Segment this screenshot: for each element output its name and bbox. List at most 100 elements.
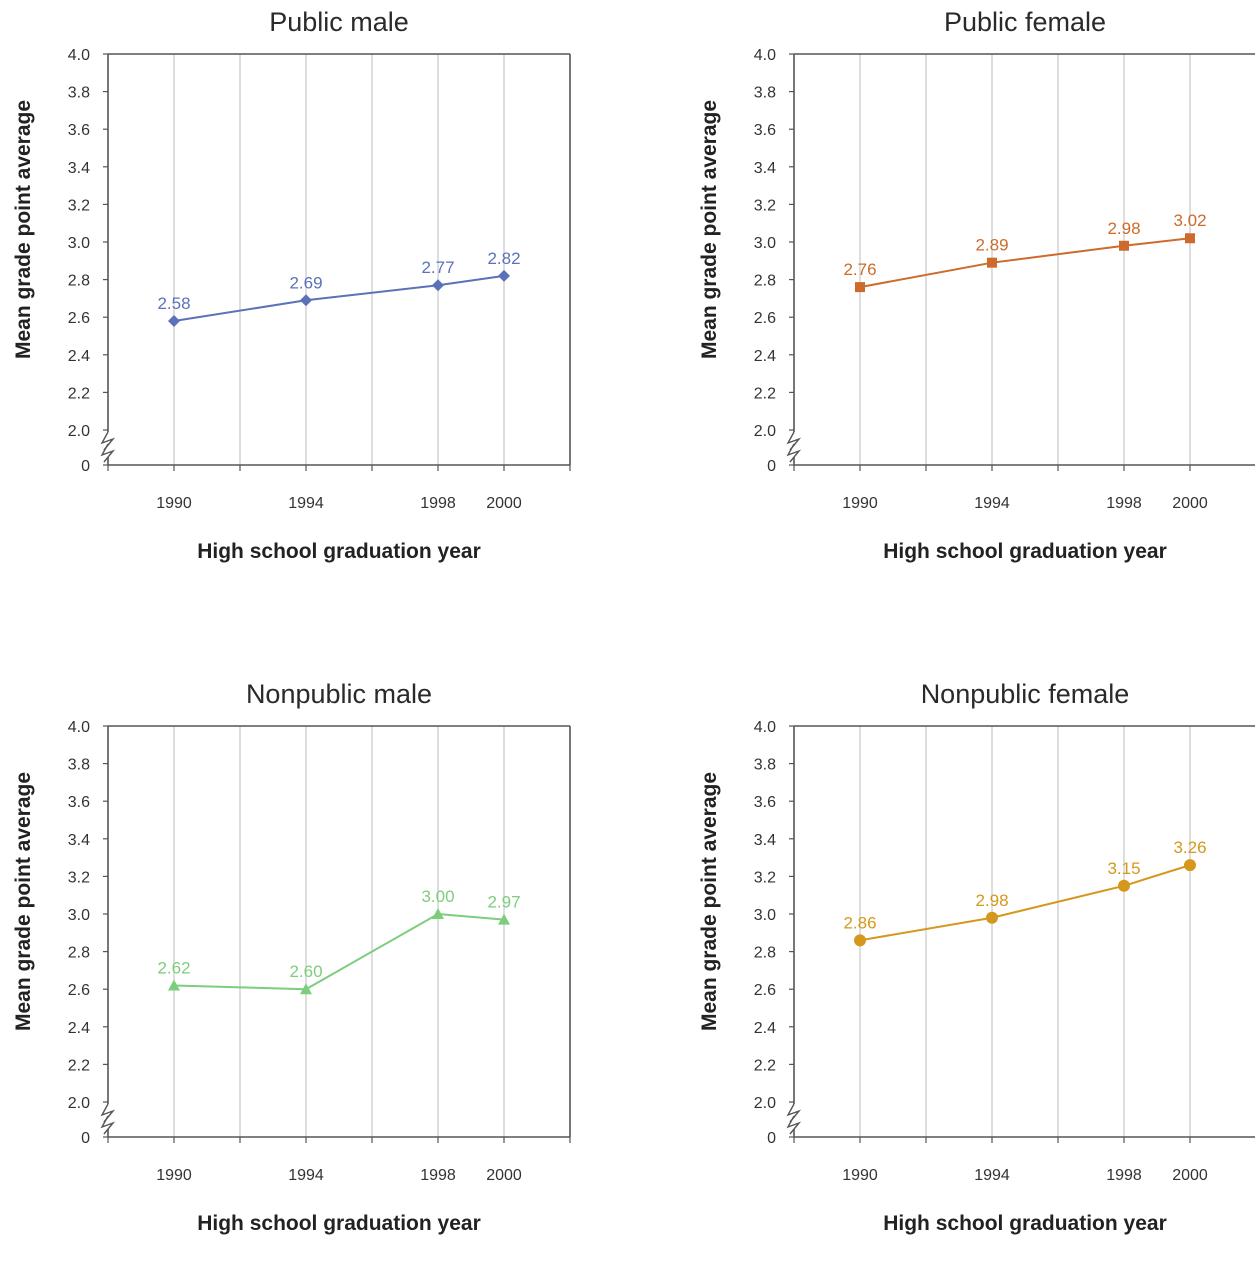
x-tick-label: 1990 [156,1167,192,1184]
x-tick-label: 1998 [420,495,456,512]
y-tick-label: 3.6 [68,794,90,811]
y-axis-title: Mean grade point average [698,772,721,1031]
chart-title: Public female [944,7,1106,37]
data-label: 2.97 [487,893,520,912]
data-label: 2.77 [421,258,454,277]
series-line [173,274,505,322]
data-point [1185,233,1195,244]
data-label: 2.89 [975,236,1008,255]
y-tick-label: 3.2 [68,197,90,214]
data-label: 2.82 [487,249,520,268]
data-label: 3.02 [1173,211,1206,230]
x-tick-label: 1998 [1106,1167,1142,1184]
y-tick-label: 2.0 [68,1095,90,1112]
y-tick-label: 2.0 [68,423,90,440]
data-label: 2.58 [157,294,190,313]
chart-public-female: Public female 0 2.0 2.2 2.4 2.6 2.8 3.0 3.2 3.4 3.… [686,0,1255,610]
x-tick-label: 2000 [1172,1167,1208,1184]
y-tick-label: 2.6 [754,982,776,999]
y-tick-label: 2.6 [68,982,90,999]
data-point [498,269,510,282]
chart-svg: Nonpublic male 0 2.0 2.2 2.4 2.6 2.8 3.0 3.2 3.4 3… [12,679,571,1235]
x-tick-label: 1994 [974,495,1010,512]
data-label: 3.26 [1173,838,1206,857]
y-tick-label: 3.4 [68,160,90,177]
y-tick-label: 2.8 [754,945,776,962]
y-tick-label: 2.2 [754,1057,776,1074]
data-point [168,979,180,991]
y-axis-title: Mean grade point average [12,772,35,1031]
axis-break-mark-2 [786,443,802,463]
y-tick-label: 2.8 [754,273,776,290]
data-label: 2.69 [289,273,322,292]
y-tick-label: 4.0 [68,719,90,736]
y-tick-label: 2.4 [68,348,90,365]
chart-nonpublic-male: Nonpublic male 0 2.0 2.2 2.4 2.6 2.8 3.0 3.2 3.4 3… [0,672,620,1282]
y-tick-label: 3.8 [68,757,90,774]
data-point [498,913,510,925]
series-line [859,864,1191,942]
y-tick-label: 3.0 [68,235,90,252]
y-tick-label: 2.8 [68,945,90,962]
data-point [987,257,997,268]
axis-break-mark-2 [100,443,116,463]
x-tick-label: 2000 [486,1167,522,1184]
y-tick-label: 3.4 [68,832,90,849]
y-tick-label: 2.6 [68,310,90,327]
data-label: 2.98 [975,891,1008,910]
y-tick-label: 3.2 [754,197,776,214]
chart-title: Nonpublic female [921,679,1130,709]
x-tick-label: 1994 [288,495,324,512]
y-tick-label: 2.0 [754,1095,776,1112]
data-label: 2.98 [1107,219,1140,238]
y-tick-label: 3.0 [754,235,776,252]
y-tick-label: 2.2 [68,385,90,402]
x-axis-title: High school graduation year [883,1212,1167,1235]
data-point [432,279,444,292]
y-tick-label: 3.6 [754,122,776,139]
y-tick-label: 2.8 [68,273,90,290]
data-point [855,282,865,293]
data-label: 2.76 [843,260,876,279]
x-tick-label: 1998 [420,1167,456,1184]
y-tick-label: 3.6 [754,794,776,811]
y-axis-title: Mean grade point average [12,100,35,359]
y-tick-label: 2.2 [754,385,776,402]
y-tick-label: 0 [81,1130,90,1147]
series-line [173,912,505,991]
x-tick-label: 1990 [842,495,878,512]
axis-break-mark-1 [786,431,802,451]
chart-title: Nonpublic male [246,679,432,709]
axis-break-mark-1 [100,1103,116,1123]
x-axis-title: High school graduation year [197,1212,481,1235]
x-tick-label: 1994 [974,1167,1010,1184]
series-line [859,237,1191,289]
y-tick-label: 3.2 [68,869,90,886]
data-point [1184,859,1196,872]
chart-svg: Public female 0 2.0 2.2 2.4 2.6 2.8 3.0 3.2 3.4 3.… [698,7,1255,563]
y-tick-label: 0 [81,458,90,475]
axis-break-mark-1 [786,1103,802,1123]
data-label: 2.62 [157,958,190,977]
y-tick-label: 3.0 [754,907,776,924]
y-tick-label: 4.0 [754,719,776,736]
y-tick-label: 2.2 [68,1057,90,1074]
data-point [854,934,866,947]
y-tick-label: 3.4 [754,160,776,177]
data-point [1119,240,1129,251]
chart-svg: Nonpublic female 0 2.0 2.2 2.4 2.6 2.8 3.0 3.2 3.… [698,679,1255,1235]
data-label: 3.00 [421,887,454,906]
x-tick-label: 1990 [156,495,192,512]
x-axis-title: High school graduation year [197,540,481,563]
axis-break-mark-2 [786,1115,802,1135]
y-tick-label: 3.8 [68,85,90,102]
data-label: 2.60 [289,962,322,981]
x-tick-label: 1990 [842,1167,878,1184]
data-point [168,314,180,327]
x-tick-label: 2000 [1172,495,1208,512]
data-point [1118,879,1130,892]
x-axis-title: High school graduation year [883,540,1167,563]
data-point [300,294,312,307]
chart-nonpublic-female: Nonpublic female 0 2.0 2.2 2.4 2.6 2.8 3.0 3.2 3.… [686,672,1255,1282]
chart-svg: Public male 0 2.0 2.2 2.4 2.6 2.8 3.0 3.2 3.4 3.6 3… [12,7,571,563]
